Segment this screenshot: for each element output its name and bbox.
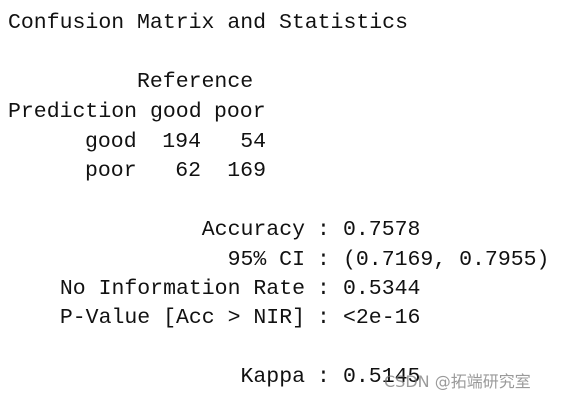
matrix-cell: 62 xyxy=(175,159,201,183)
stat-value: 0.5145 xyxy=(343,365,421,389)
stat-value: 0.5344 xyxy=(343,277,421,301)
row-label: good xyxy=(85,130,137,154)
column-header: Reference xyxy=(137,70,254,94)
stat-label: No Information Rate xyxy=(59,277,305,301)
stat-label: P-Value [Acc > NIR] xyxy=(59,306,305,330)
matrix-cell: 169 xyxy=(227,159,266,183)
stat-value: 0.7578 xyxy=(343,218,421,242)
separator: : xyxy=(317,248,330,272)
matrix-cell: 194 xyxy=(162,130,201,154)
watermark: CSDN @拓端研究室 xyxy=(384,372,531,391)
column-label: good xyxy=(150,100,202,124)
separator: : xyxy=(317,277,330,301)
stat-label: Kappa xyxy=(240,365,305,389)
row-header: Prediction xyxy=(8,100,138,124)
matrix-cell: 54 xyxy=(240,130,266,154)
stat-label: 95% CI xyxy=(227,248,305,272)
stat-value: (0.7169, 0.7955) xyxy=(343,248,550,272)
stat-value: <2e-16 xyxy=(343,306,421,330)
separator: : xyxy=(317,306,330,330)
column-label: poor xyxy=(214,100,266,124)
separator: : xyxy=(317,365,330,389)
separator: : xyxy=(317,218,330,242)
title: Confusion Matrix and Statistics xyxy=(8,11,408,35)
stat-label: Accuracy xyxy=(201,218,305,242)
row-label: poor xyxy=(85,159,137,183)
